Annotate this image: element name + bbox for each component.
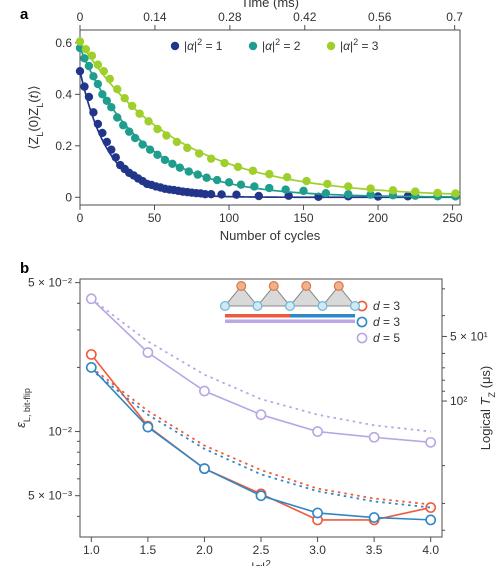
svg-text:1.5: 1.5 <box>140 543 157 557</box>
svg-text:3.5: 3.5 <box>366 543 383 557</box>
svg-text:10²: 10² <box>450 394 467 408</box>
svg-text:0: 0 <box>77 10 84 24</box>
svg-text:0: 0 <box>77 211 84 225</box>
svg-text:0.56: 0.56 <box>368 10 392 24</box>
svg-text:0.7: 0.7 <box>446 10 463 24</box>
svg-text:|α|2 = 1: |α|2 = 1 <box>184 37 223 53</box>
svg-text:Time (ms): Time (ms) <box>241 0 299 10</box>
svg-text:|α|2 = 3: |α|2 = 3 <box>340 37 379 53</box>
svg-text:10⁻²: 10⁻² <box>48 425 72 439</box>
svg-text:5 × 10¹: 5 × 10¹ <box>450 329 488 343</box>
svg-text:0.14: 0.14 <box>143 10 167 24</box>
svg-text:εL, bit-flip: εL, bit-flip <box>13 388 32 428</box>
svg-text:150: 150 <box>294 211 314 225</box>
panel-b-label: b <box>20 260 29 277</box>
panel-a-label: a <box>20 6 28 23</box>
svg-text:d = 5: d = 5 <box>373 331 400 345</box>
svg-text:|α|2 = 2: |α|2 = 2 <box>262 37 301 53</box>
svg-text:0.6: 0.6 <box>55 36 72 50</box>
svg-text:2.0: 2.0 <box>196 543 213 557</box>
svg-text:0.4: 0.4 <box>55 87 72 101</box>
svg-text:0.28: 0.28 <box>218 10 242 24</box>
svg-text:5 × 10⁻³: 5 × 10⁻³ <box>28 489 72 503</box>
svg-text:250: 250 <box>443 211 463 225</box>
svg-text:Logical TZ (μs): Logical TZ (μs) <box>478 366 497 451</box>
svg-text:4.0: 4.0 <box>422 543 439 557</box>
svg-text:⟨ZL(0)ZL(t)⟩: ⟨ZL(0)ZL(t)⟩ <box>26 85 45 149</box>
svg-text:d = 3: d = 3 <box>373 299 400 313</box>
svg-text:|α|2: |α|2 <box>251 559 271 566</box>
svg-text:1.0: 1.0 <box>83 543 100 557</box>
svg-text:d = 3: d = 3 <box>373 315 400 329</box>
svg-text:0.2: 0.2 <box>55 139 72 153</box>
svg-text:200: 200 <box>368 211 388 225</box>
svg-text:Number of cycles: Number of cycles <box>220 228 321 243</box>
svg-text:50: 50 <box>148 211 162 225</box>
figure-container: a b 0 50 100 150 200 250 Number of cycles 0 0.14… <box>0 0 500 566</box>
svg-text:0: 0 <box>65 190 72 204</box>
figure-svg: 0 50 100 150 200 250 Number of cycles 0 0.14 0.28… <box>0 0 500 566</box>
svg-text:0.42: 0.42 <box>293 10 317 24</box>
svg-text:100: 100 <box>219 211 239 225</box>
svg-text:5 × 10⁻²: 5 × 10⁻² <box>28 276 72 290</box>
svg-text:3.0: 3.0 <box>309 543 326 557</box>
svg-text:2.5: 2.5 <box>253 543 270 557</box>
